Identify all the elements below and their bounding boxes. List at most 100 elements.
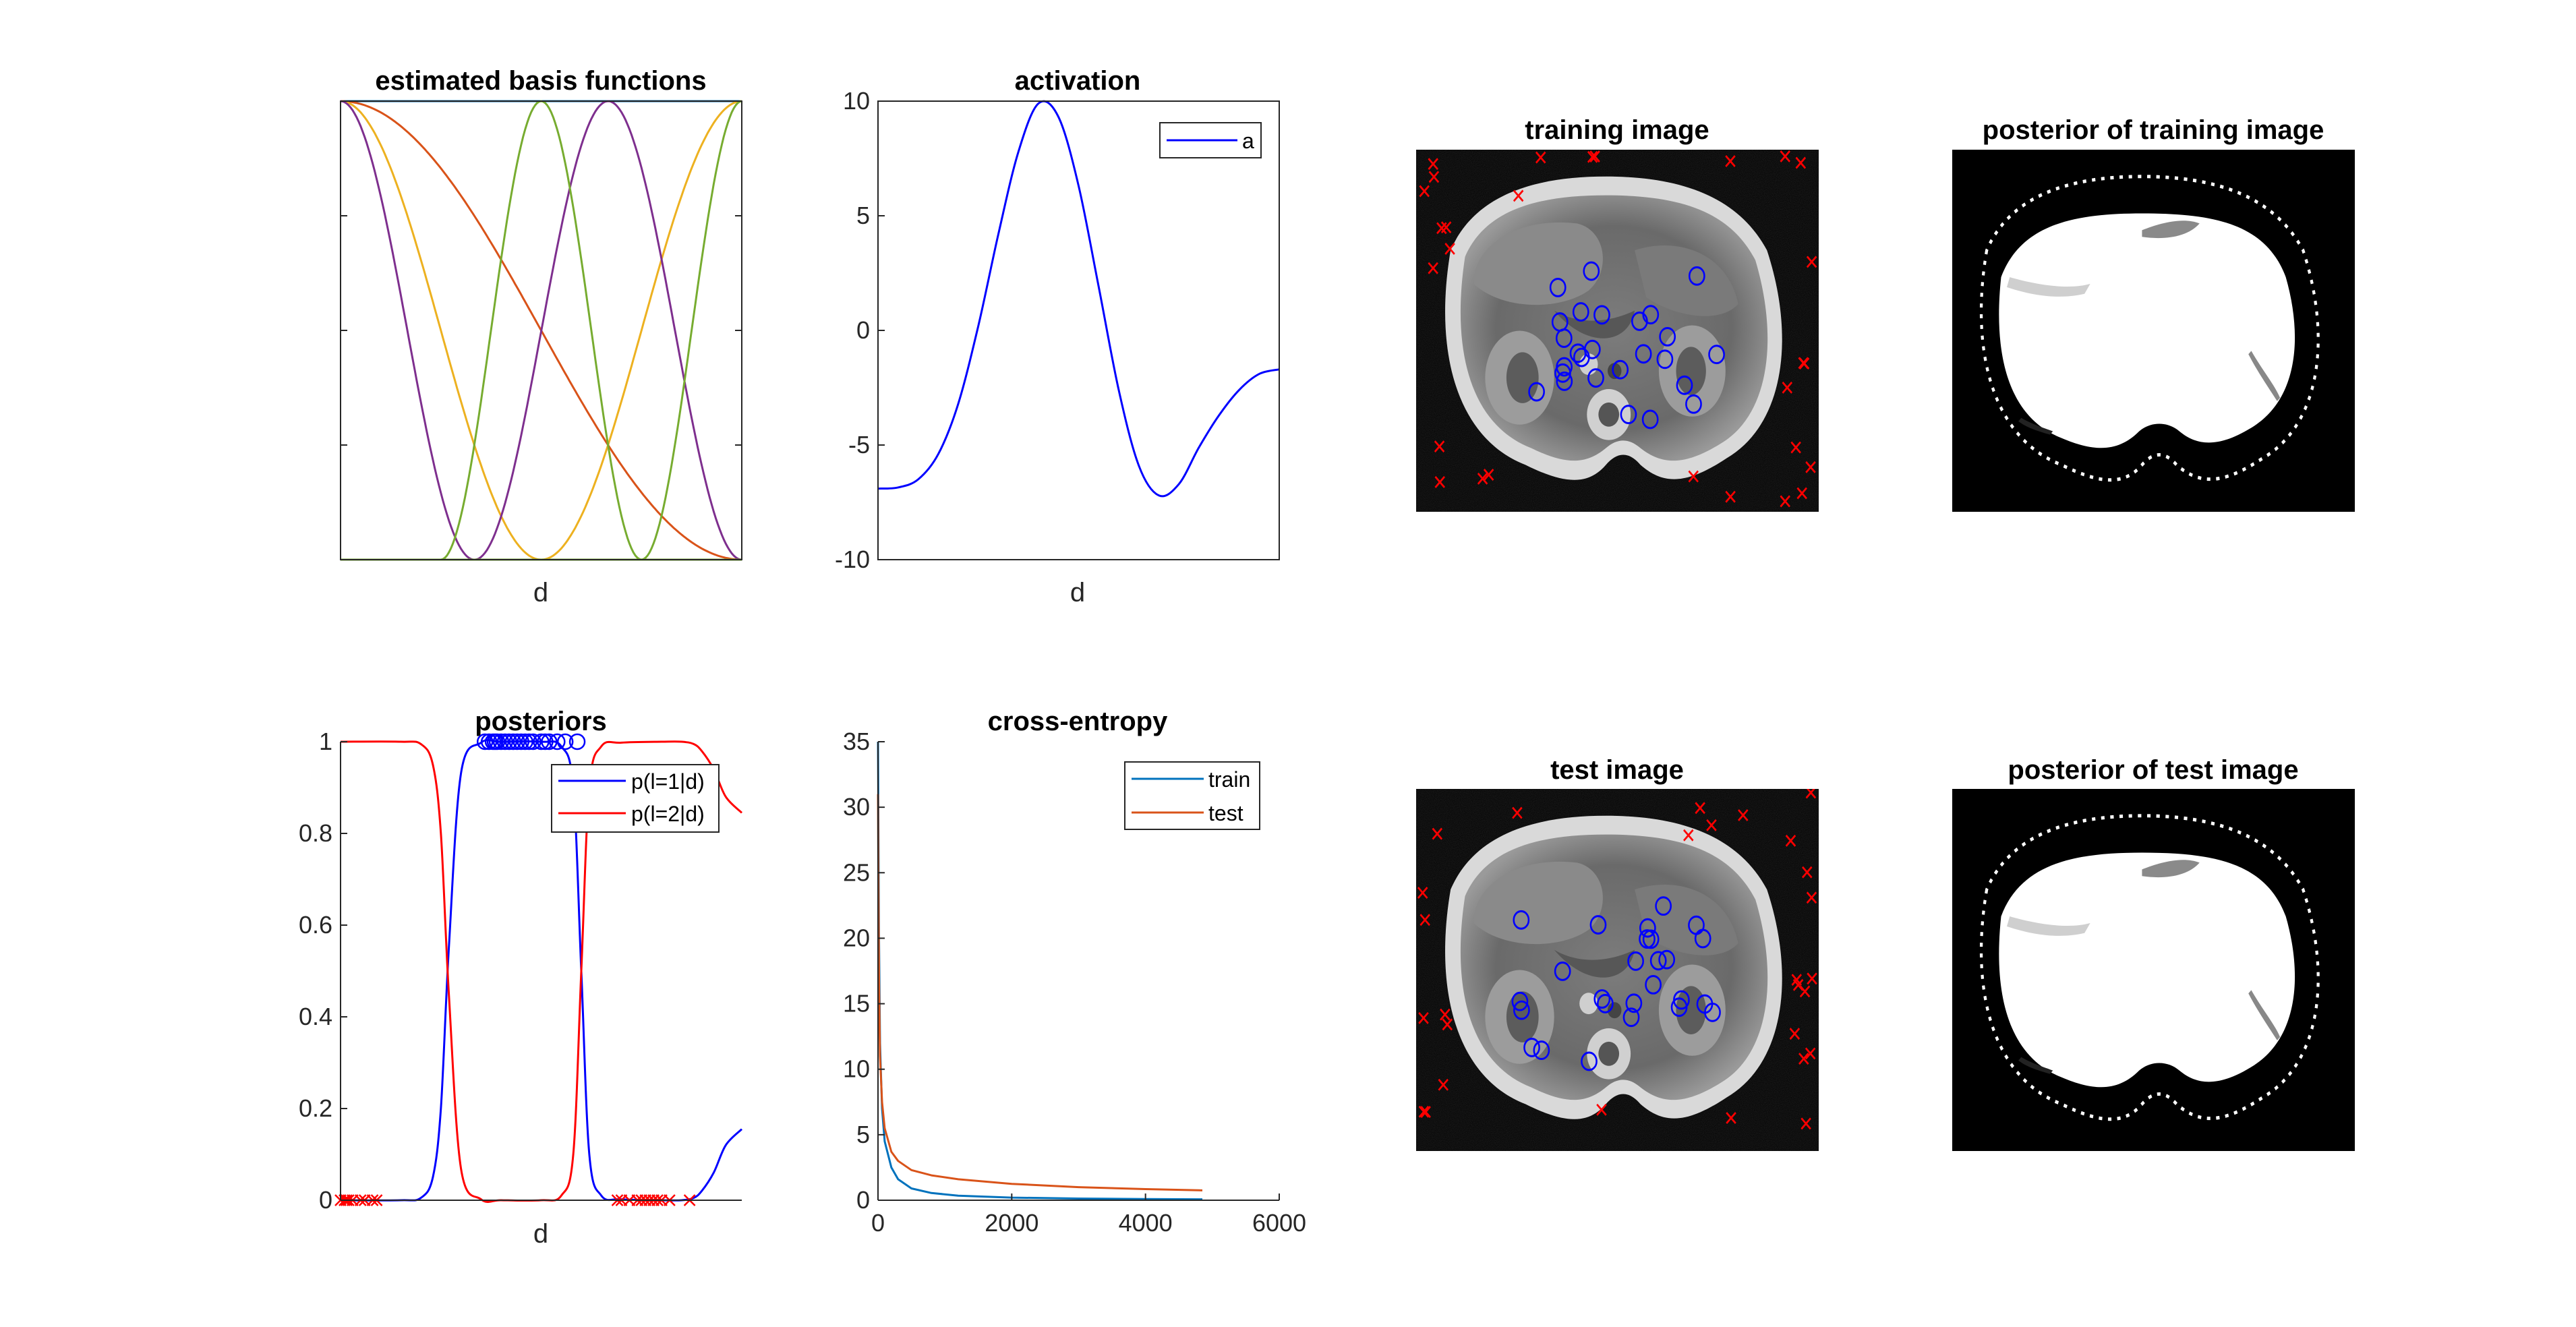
basis-xlabel: d [533, 578, 548, 608]
seed-circle-marker [1620, 405, 1637, 425]
seed-cross-marker [1589, 150, 1600, 163]
2-ytick-label: 0.2 [299, 1094, 332, 1122]
3-ytick-label: 25 [843, 858, 870, 886]
activation-xlabel: d [1070, 578, 1085, 608]
seed-circle-marker [1549, 277, 1567, 297]
seed-circle-marker [1513, 910, 1530, 930]
2-ytick-label: 0.4 [299, 1003, 332, 1030]
training-image-panel: training image [1416, 115, 1819, 512]
seed-circle-marker [1676, 375, 1693, 395]
test-image [1416, 789, 1819, 1151]
seed-cross-marker [1512, 806, 1523, 819]
seed-cross-marker [1780, 495, 1790, 508]
basis-y-ticks [341, 100, 742, 446]
seed-circle-marker [1708, 345, 1725, 365]
seed-cross-marker [1444, 242, 1455, 255]
seed-circle-marker [1656, 349, 1674, 370]
basis-plot-area [340, 100, 742, 561]
class1-sample-marker [568, 733, 586, 750]
seed-cross-marker [1806, 256, 1817, 268]
seed-cross-marker [1417, 887, 1428, 900]
class1-sample-marker [492, 733, 510, 750]
activation-plot-area [877, 100, 1280, 498]
class1-sample-marker [500, 733, 518, 750]
seed-cross-marker [1440, 221, 1452, 234]
class1-sample-marker [541, 733, 558, 750]
legend-p2-label: p(l=2|d) [631, 802, 705, 826]
seed-circle-marker [1639, 918, 1656, 938]
seed-circle-marker [1528, 382, 1545, 402]
seed-circle-marker [1597, 993, 1614, 1013]
seed-circle-marker [1649, 951, 1667, 971]
seed-circle-marker [1625, 993, 1643, 1013]
1-ytick-label: -5 [848, 431, 870, 459]
3-ytick-label: 20 [843, 924, 870, 951]
seed-cross-marker [1483, 469, 1494, 481]
3-ytick-label: 0 [856, 1186, 870, 1214]
class1-sample-marker [525, 733, 541, 750]
posteriors-panel: posteriors 0 0.2 0.4 0.6 0.8 1 p(l=1|d) p(l=2… [299, 707, 743, 1249]
seed-cross-marker [1792, 978, 1804, 991]
class1-sample-marker [508, 733, 526, 750]
seed-cross-marker [1695, 802, 1705, 815]
seed-cross-marker [1805, 461, 1816, 473]
seed-circle-marker [1627, 951, 1644, 971]
class1-sample-marker [537, 733, 554, 750]
seed-cross-marker [1513, 189, 1524, 202]
3-ytick-label: 5 [856, 1121, 870, 1148]
3-ytick-label: 10 [843, 1055, 870, 1083]
seed-circle-marker [1533, 1040, 1550, 1061]
seed-cross-marker [1418, 1105, 1430, 1118]
seed-cross-marker [1434, 475, 1445, 488]
posterior-training-panel: posterior of training image [1952, 115, 2355, 512]
class1-sample-marker [513, 733, 529, 750]
ce-line-test [877, 794, 1203, 1191]
test-image-markers [1417, 789, 1817, 1130]
seed-cross-marker [1798, 1053, 1809, 1065]
seed-cross-marker [1428, 262, 1438, 274]
training-image [1416, 150, 1819, 512]
seed-cross-marker [1726, 1112, 1736, 1125]
activation-legend: a [1159, 122, 1262, 158]
class1-sample-marker [517, 733, 533, 750]
seed-circle-marker [1589, 915, 1607, 935]
seed-circle-marker [1554, 961, 1571, 981]
seed-circle-marker [1622, 1007, 1640, 1028]
seed-circle-marker [1659, 326, 1676, 347]
posteriors-xlabel: d [533, 1219, 548, 1249]
activation-panel: activation -10 -5 0 5 10 a d [835, 66, 1280, 608]
seed-cross-marker [1725, 155, 1736, 168]
class1-sample-marker [488, 733, 506, 750]
test-image-title: test image [1550, 755, 1684, 785]
posterior-test-title: posterior of test image [2008, 755, 2298, 785]
seed-cross-marker [1419, 185, 1430, 198]
posterior-training-image [1952, 150, 2355, 512]
basis-functions-panel: estimated basis functions d [340, 66, 742, 608]
class1-sample-marker [496, 733, 514, 750]
seed-cross-marker [1805, 1047, 1816, 1060]
posterior-test-panel: posterior of test image [1952, 755, 2355, 1151]
seed-cross-marker [1432, 827, 1443, 840]
seed-cross-marker [1428, 171, 1440, 183]
seed-circle-marker [1642, 929, 1660, 949]
posterior-training-title: posterior of training image [1983, 115, 2324, 145]
seed-cross-marker [1706, 819, 1717, 831]
seed-circle-marker [1612, 359, 1629, 380]
seed-circle-marker [1696, 994, 1714, 1014]
ce-y-ticks: 0 5 10 15 20 25 30 35 [843, 728, 885, 1214]
seed-circle-marker [1523, 1038, 1540, 1057]
seed-cross-marker [1440, 1008, 1451, 1021]
training-image-markers [1419, 150, 1817, 508]
posteriors-legend: p(l=1|d) p(l=2|d) [551, 764, 720, 833]
basis-series-5 [341, 100, 742, 561]
seed-cross-marker [1596, 1103, 1607, 1116]
1-ytick-label: 10 [843, 87, 870, 115]
posterior-line-2 [340, 740, 743, 1203]
seed-circle-marker [1556, 372, 1573, 391]
seed-cross-marker [1795, 156, 1807, 169]
seed-circle-marker [1513, 1000, 1530, 1020]
basis-title: estimated basis functions [375, 66, 706, 96]
seed-circle-marker [1685, 394, 1702, 414]
activation-line-a [877, 100, 1280, 498]
seed-circle-marker [1581, 1051, 1598, 1071]
